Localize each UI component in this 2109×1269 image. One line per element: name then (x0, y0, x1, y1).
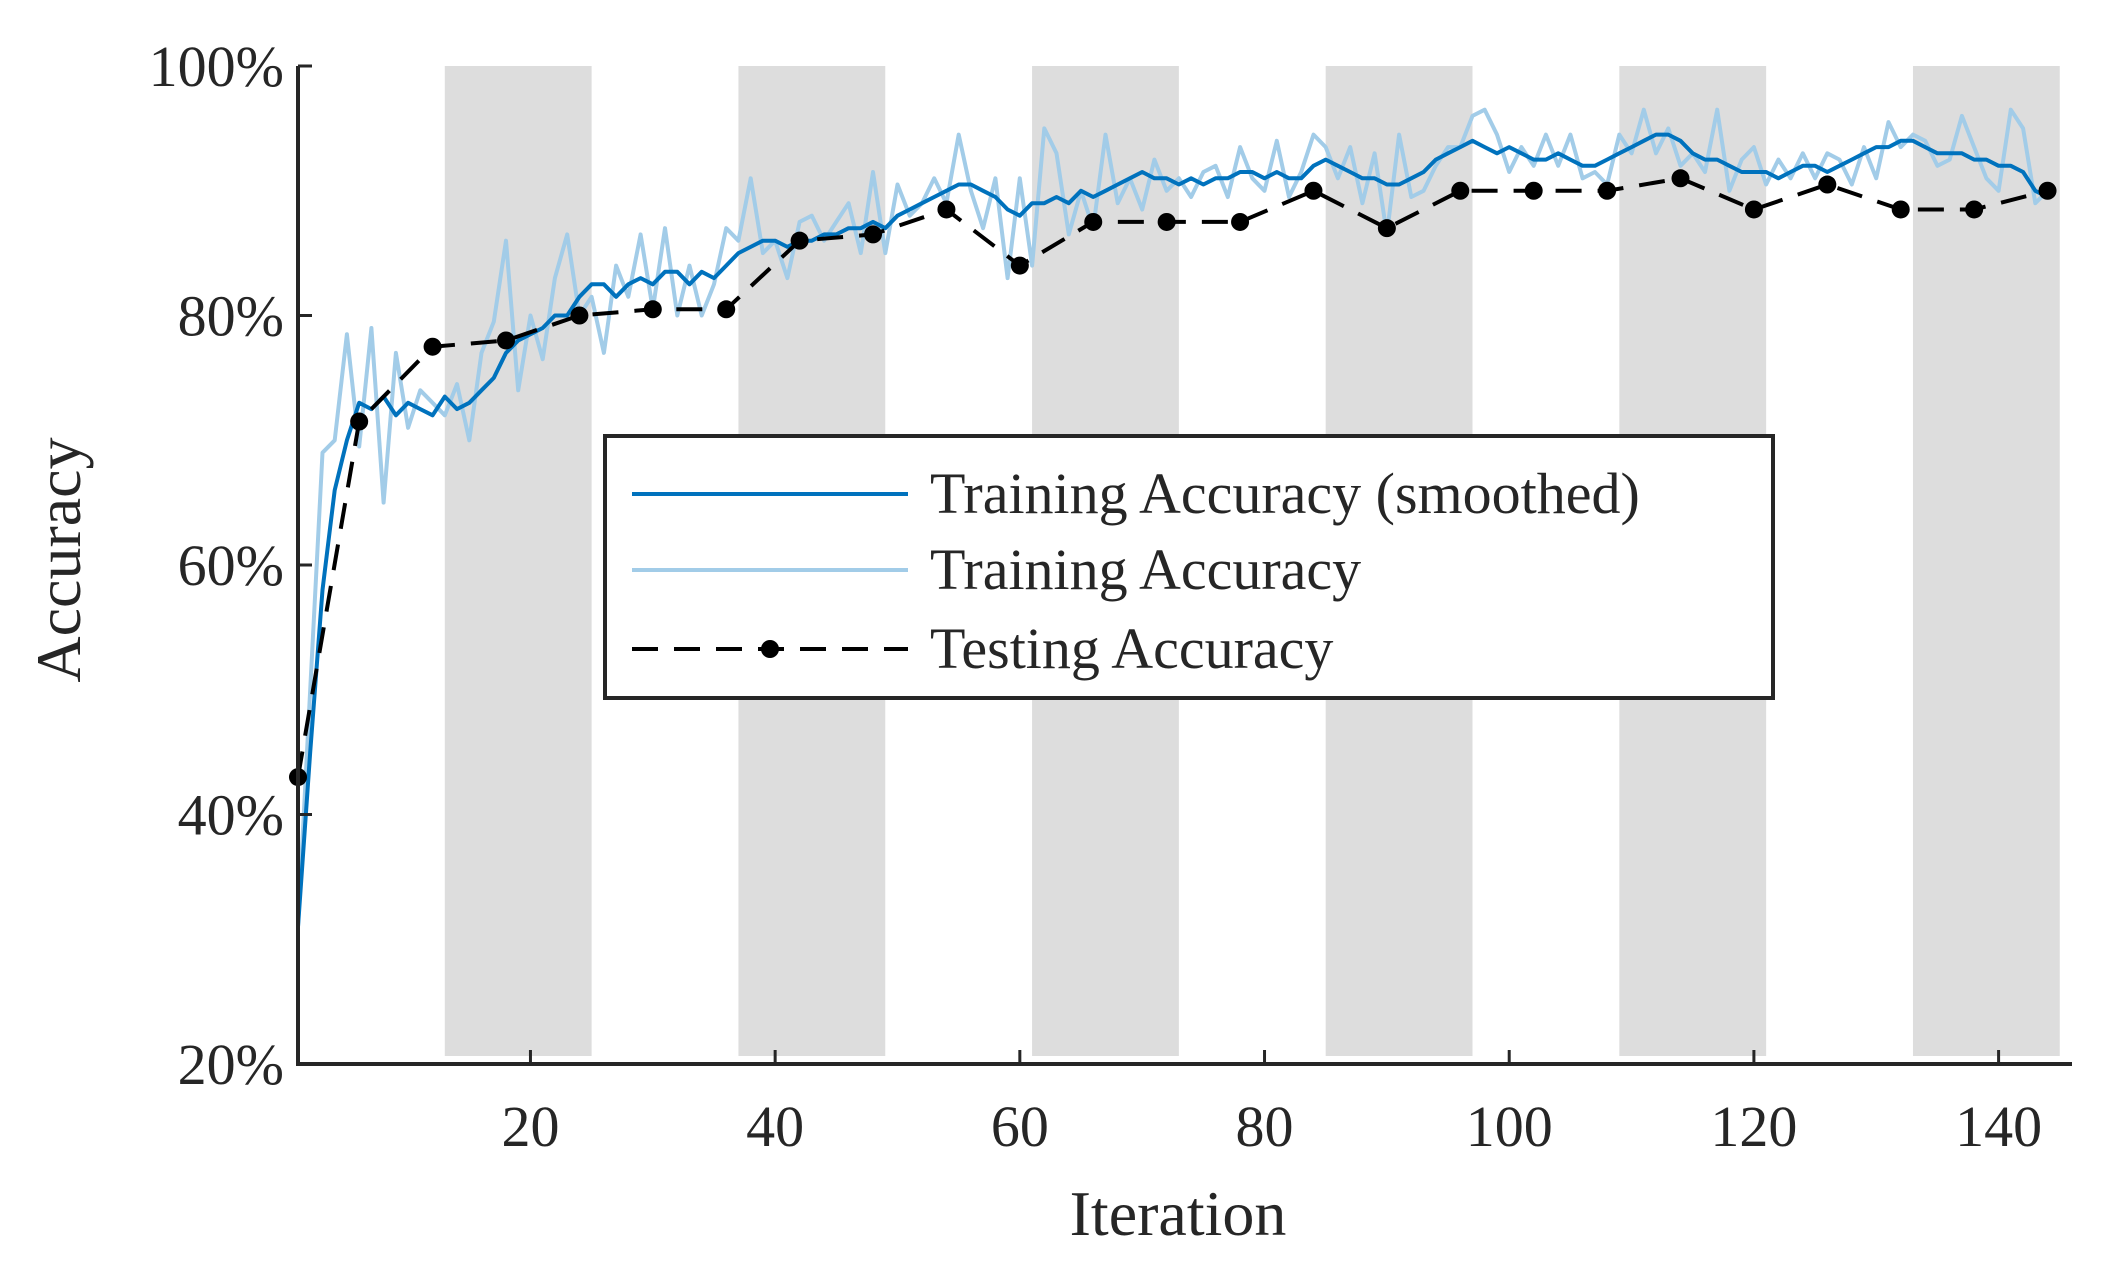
y-tick-label-60: 60% (178, 533, 284, 598)
x-tick-label-20: 20 (501, 1094, 559, 1159)
x-tick-label-60: 60 (991, 1094, 1049, 1159)
epoch-band-1 (444, 66, 592, 1056)
series-line-2 (296, 107, 2049, 927)
testing-point-30 (643, 300, 662, 319)
testing-point-54 (937, 200, 956, 219)
testing-point-78 (1231, 212, 1250, 231)
testing-point-132 (1891, 200, 1910, 219)
y-tick-label-100: 100% (149, 34, 284, 99)
testing-point-12 (423, 337, 442, 356)
legend-label-3: Testing Accuracy (930, 616, 1333, 681)
x-axis-title: Iteration (1070, 1178, 1287, 1249)
x-tick-label-140: 140 (1955, 1094, 2042, 1159)
testing-point-120 (1744, 200, 1763, 219)
series-layer (289, 107, 2057, 927)
legend-label-1: Training Accuracy (smoothed) (930, 461, 1640, 526)
testing-point-36 (717, 300, 736, 319)
testing-point-72 (1157, 212, 1176, 231)
x-tick-label-120: 120 (1710, 1094, 1797, 1159)
y-tick-label-20: 20% (178, 1032, 284, 1097)
testing-point-24 (570, 306, 589, 325)
testing-point-84 (1304, 181, 1323, 200)
series-line-1 (296, 132, 2049, 927)
legend: Training Accuracy (smoothed) Training Acc… (603, 434, 1775, 700)
testing-point-114 (1671, 169, 1690, 188)
testing-point-108 (1598, 181, 1617, 200)
testing-point-18 (496, 331, 515, 350)
testing-point-66 (1084, 212, 1103, 231)
testing-point-144 (2038, 181, 2057, 200)
testing-point-102 (1524, 181, 1543, 200)
testing-point-6 (350, 412, 369, 431)
testing-point-138 (1965, 200, 1984, 219)
testing-point-48 (864, 225, 883, 244)
legend-box (603, 434, 1775, 700)
y-axis-title: Accuracy (23, 437, 94, 682)
y-tick-label-80: 80% (178, 284, 284, 349)
x-tick-label-100: 100 (1466, 1094, 1553, 1159)
testing-point-126 (1818, 175, 1837, 194)
ticks: 20 40 60 80 100 120 140 20% 40% 60% 80% 100% (149, 34, 2042, 1159)
x-tick-label-40: 40 (746, 1094, 804, 1159)
testing-point-90 (1377, 219, 1396, 238)
legend-label-2: Training Accuracy (930, 537, 1361, 602)
testing-point-96 (1451, 181, 1470, 200)
epoch-band-6 (1912, 66, 2060, 1056)
x-tick-label-80: 80 (1236, 1094, 1294, 1159)
legend-marker (761, 640, 779, 658)
testing-point-42 (790, 231, 809, 250)
testing-point-60 (1010, 256, 1029, 275)
y-tick-label-40: 40% (178, 783, 284, 848)
